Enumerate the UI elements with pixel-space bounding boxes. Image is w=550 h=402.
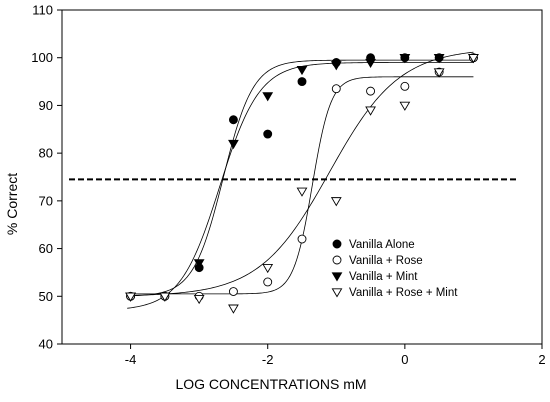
data-point xyxy=(399,101,411,111)
plot-frame xyxy=(61,9,543,345)
axes: 40 50 60 70 80 90 100 110 -4 -2 0 2 xyxy=(31,3,545,368)
legend-entry: Vanilla Alone xyxy=(349,239,415,251)
data-point xyxy=(262,263,274,274)
fit-curve xyxy=(127,59,474,297)
data-point xyxy=(228,139,239,150)
data-point xyxy=(433,68,445,78)
y-tick-label: 40 xyxy=(39,337,53,352)
legend-marker xyxy=(332,255,342,265)
data-point xyxy=(400,81,410,91)
y-tick-label: 110 xyxy=(32,3,53,18)
y-tick-label: 80 xyxy=(39,146,53,161)
y-tick-label: 50 xyxy=(39,289,53,304)
y-tick-label: 70 xyxy=(39,193,53,208)
x-tick-label: -4 xyxy=(125,352,137,367)
x-tick-label: 0 xyxy=(401,352,408,367)
y-tick-label: 60 xyxy=(39,241,53,256)
data-point xyxy=(228,287,238,296)
data-point xyxy=(263,277,273,287)
fit-curve xyxy=(127,76,474,295)
legend-entry: Vanilla + Rose + Mint xyxy=(349,287,458,299)
data-point xyxy=(366,86,376,96)
legend-marker xyxy=(331,288,343,298)
data-point xyxy=(468,54,479,64)
data-point xyxy=(228,304,239,314)
data-point xyxy=(297,77,307,87)
data-point xyxy=(125,292,136,302)
series-3 xyxy=(125,54,479,302)
data-point xyxy=(193,295,205,305)
data-point xyxy=(330,61,342,71)
data-point xyxy=(399,54,411,64)
x-tick-label: -2 xyxy=(262,352,274,367)
y-tick-label: 100 xyxy=(31,50,53,65)
series-2 xyxy=(126,53,478,301)
data-point xyxy=(330,197,342,207)
x-axis-label: LOG CONCENTRATIONS mM xyxy=(175,376,366,392)
data-point xyxy=(433,54,445,64)
plot-area xyxy=(61,9,543,345)
data-point xyxy=(193,259,205,269)
legend-entry: Vanilla + Mint xyxy=(349,271,418,283)
legend-marker xyxy=(331,272,343,282)
series-1 xyxy=(126,53,478,301)
data-point xyxy=(263,129,273,139)
data-point xyxy=(296,187,308,197)
y-tick-label: 90 xyxy=(39,98,53,113)
series-4 xyxy=(125,54,479,314)
y-axis-label: % Correct xyxy=(4,173,20,235)
fit-curve xyxy=(127,51,474,296)
data-point xyxy=(296,65,308,76)
data-point xyxy=(365,58,376,68)
data-point xyxy=(262,92,274,102)
fit-curve xyxy=(127,62,474,309)
legend-marker xyxy=(332,239,342,249)
legend-entry: Vanilla + Rose xyxy=(349,255,423,267)
data-point xyxy=(228,115,238,125)
legend: Vanilla Alone Vanilla + Rose Vanilla + Min… xyxy=(331,239,458,299)
data-point xyxy=(297,234,307,244)
data-point xyxy=(159,292,171,302)
data-points xyxy=(125,53,479,314)
data-point xyxy=(365,106,376,116)
x-tick-label: 2 xyxy=(538,352,545,367)
data-point xyxy=(331,84,341,94)
